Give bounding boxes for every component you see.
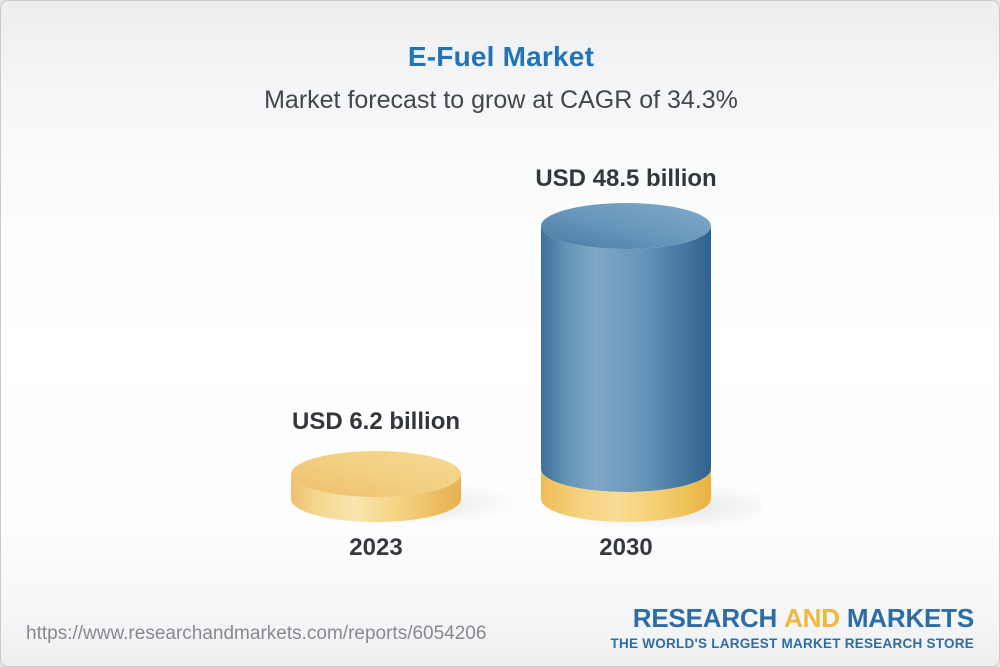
logo-word-and: AND: [784, 603, 840, 633]
bar-2030-top: [541, 203, 711, 249]
bar-2023-body: [291, 474, 461, 522]
category-label-2030: 2030: [599, 534, 653, 561]
brand-logo: RESEARCH AND MARKETS THE WORLD'S LARGEST M…: [610, 604, 975, 651]
page-title: E-Fuel Market: [407, 41, 595, 72]
value-label-2030: USD 48.5 billion: [535, 165, 717, 192]
brand-logo-tagline: THE WORLD'S LARGEST MARKET RESEARCH STOR…: [610, 635, 974, 651]
logo-word-markets: MARKETS: [846, 603, 974, 633]
page-subtitle: Market forecast to grow at CAGR of 34.3%: [264, 86, 738, 114]
value-label-2023: USD 6.2 billion: [291, 408, 461, 435]
category-label-2023: 2023: [349, 534, 403, 561]
bar-2023-top: [291, 451, 461, 497]
bar-2030-body: [541, 226, 711, 492]
logo-word-research: RESEARCH: [632, 603, 778, 633]
bar-2030-base-band: [541, 469, 711, 522]
brand-logo-wordmark: RESEARCH AND MARKETS: [633, 604, 974, 633]
cylinder-chart: [291, 203, 761, 530]
report-url: https://www.researchandmarkets.com/repor…: [26, 623, 487, 644]
